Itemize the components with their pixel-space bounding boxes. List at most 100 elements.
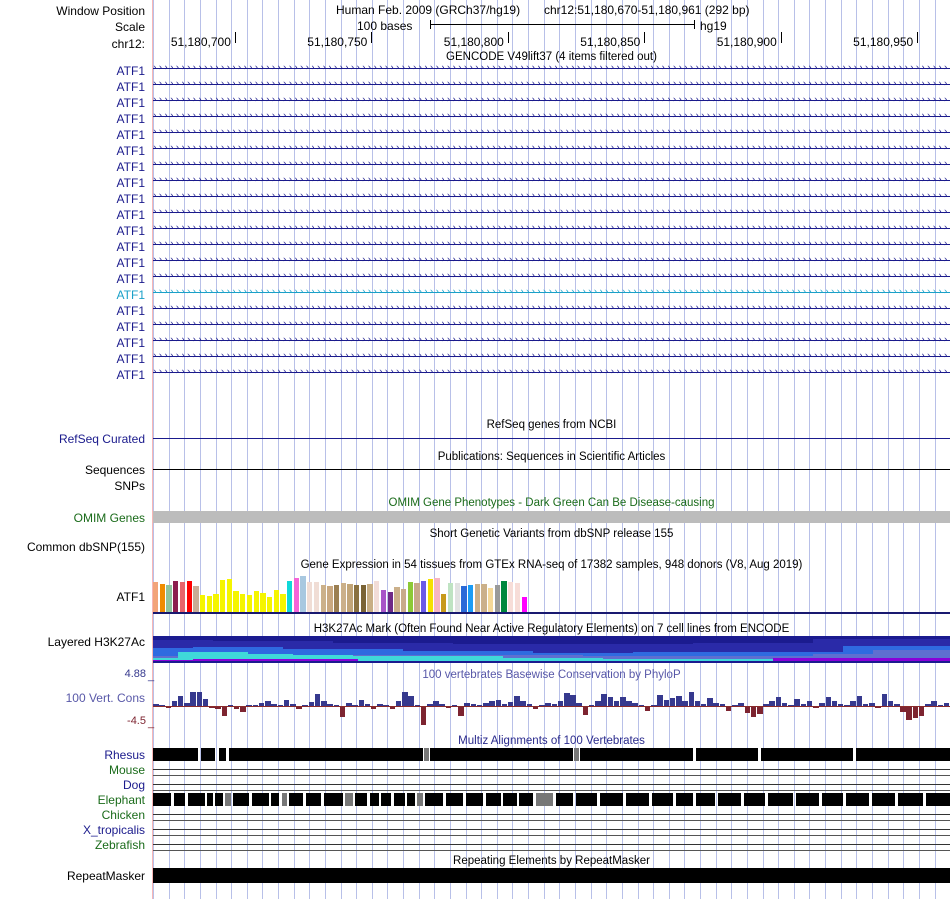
gtex-tissue-bar[interactable] bbox=[333, 585, 340, 612]
multiz-species-label[interactable]: Dog bbox=[122, 778, 145, 792]
gencode-transcript-row[interactable]: ››››››››››››››››››››››››››››››››››››››››… bbox=[153, 80, 950, 89]
gtex-tissue-bar[interactable] bbox=[159, 584, 166, 612]
multiz-species-label[interactable]: Zebrafish bbox=[94, 838, 145, 852]
conservation-signal[interactable] bbox=[153, 683, 950, 729]
gtex-tissue-bar[interactable] bbox=[173, 581, 179, 612]
gencode-gene-label[interactable]: ATF1 bbox=[116, 352, 145, 366]
gencode-gene-label[interactable]: ATF1 bbox=[116, 288, 145, 302]
gencode-transcript-row[interactable]: ››››››››››››››››››››››››››››››››››››››››… bbox=[153, 144, 950, 153]
refseq-track-label[interactable]: RefSeq Curated bbox=[58, 432, 145, 446]
multiz-species-label[interactable]: Rhesus bbox=[104, 748, 145, 762]
gtex-tissue-bar[interactable] bbox=[226, 579, 233, 612]
gtex-tissue-bar[interactable] bbox=[206, 596, 212, 612]
gtex-tissue-bar[interactable] bbox=[488, 588, 494, 612]
multiz-species-row[interactable] bbox=[153, 769, 950, 770]
gtex-tissue-bar[interactable] bbox=[186, 581, 192, 612]
gencode-transcript-row[interactable]: ››››››››››››››››››››››››››››››››››››››››… bbox=[153, 96, 950, 105]
gencode-transcript-row[interactable]: ››››››››››››››››››››››››››››››››››››››››… bbox=[153, 256, 950, 265]
gtex-tissue-bar[interactable] bbox=[501, 581, 507, 612]
multiz-species-label[interactable]: Chicken bbox=[101, 808, 145, 822]
gtex-tissue-bar[interactable] bbox=[414, 583, 420, 612]
gtex-tissue-bar[interactable] bbox=[153, 582, 159, 612]
gencode-transcript-row[interactable]: ››››››››››››››››››››››››››››››››››››››››… bbox=[153, 304, 950, 313]
gtex-tissue-bar[interactable] bbox=[441, 594, 447, 612]
gtex-tissue-bar[interactable] bbox=[260, 593, 266, 612]
gencode-transcript-row[interactable]: ››››››››››››››››››››››››››››››››››››››››… bbox=[153, 288, 950, 297]
gencode-gene-label[interactable]: ATF1 bbox=[116, 240, 145, 254]
gtex-tissue-bar[interactable] bbox=[340, 583, 346, 612]
repeatmasker-track-label[interactable]: RepeatMasker bbox=[66, 869, 145, 883]
gtex-track-label[interactable]: ATF1 bbox=[116, 590, 145, 604]
gencode-transcript-row[interactable]: ››››››››››››››››››››››››››››››››››››››››… bbox=[153, 160, 950, 169]
gencode-transcript-row[interactable]: ››››››››››››››››››››››››››››››››››››››››… bbox=[153, 224, 950, 233]
gtex-tissue-bar[interactable] bbox=[474, 584, 480, 612]
gtex-tissue-bar[interactable] bbox=[199, 595, 206, 612]
gtex-tissue-bar[interactable] bbox=[320, 585, 326, 612]
gtex-tissue-bar[interactable] bbox=[421, 581, 427, 612]
gtex-tissue-bar[interactable] bbox=[461, 586, 467, 612]
h3k27ac-track-label[interactable]: Layered H3K27Ac bbox=[47, 635, 145, 649]
gencode-gene-label[interactable]: ATF1 bbox=[116, 320, 145, 334]
gtex-tissue-bar[interactable] bbox=[213, 594, 219, 612]
gtex-expression-bars[interactable] bbox=[153, 574, 533, 612]
gencode-gene-label[interactable]: ATF1 bbox=[116, 272, 145, 286]
gencode-transcript-row[interactable]: ››››››››››››››››››››››››››››››››››››››››… bbox=[153, 64, 950, 73]
gtex-tissue-bar[interactable] bbox=[240, 594, 246, 612]
pubs-track-label-sequences[interactable]: Sequences bbox=[84, 463, 145, 477]
gencode-gene-label[interactable]: ATF1 bbox=[116, 128, 145, 142]
gtex-tissue-bar[interactable] bbox=[454, 583, 460, 612]
gencode-gene-label[interactable]: ATF1 bbox=[116, 160, 145, 174]
gencode-gene-label[interactable]: ATF1 bbox=[116, 144, 145, 158]
gtex-tissue-bar[interactable] bbox=[313, 582, 320, 612]
gtex-tissue-bar[interactable] bbox=[293, 578, 300, 612]
gtex-tissue-bar[interactable] bbox=[233, 591, 239, 612]
multiz-species-row[interactable] bbox=[153, 784, 950, 785]
gencode-gene-label[interactable]: ATF1 bbox=[116, 80, 145, 94]
gtex-tissue-bar[interactable] bbox=[327, 586, 333, 612]
multiz-species-row[interactable] bbox=[153, 829, 950, 830]
gencode-gene-label[interactable]: ATF1 bbox=[116, 192, 145, 206]
gtex-tissue-bar[interactable] bbox=[400, 589, 407, 612]
omim-track-label[interactable]: OMIM Genes bbox=[73, 511, 145, 525]
gencode-gene-label[interactable]: ATF1 bbox=[116, 208, 145, 222]
gtex-tissue-bar[interactable] bbox=[266, 597, 273, 612]
gencode-gene-label[interactable]: ATF1 bbox=[116, 112, 145, 126]
gtex-tissue-bar[interactable] bbox=[394, 587, 400, 612]
gencode-transcript-row[interactable]: ››››››››››››››››››››››››››››››››››››››››… bbox=[153, 336, 950, 345]
gtex-tissue-bar[interactable] bbox=[427, 579, 434, 612]
multiz-species-label[interactable]: Elephant bbox=[97, 793, 145, 807]
gencode-transcript-row[interactable]: ››››››››››››››››››››››››››››››››››››››››… bbox=[153, 192, 950, 201]
gtex-tissue-bar[interactable] bbox=[434, 578, 440, 612]
gencode-gene-label[interactable]: ATF1 bbox=[116, 224, 145, 238]
gencode-transcript-row[interactable]: ››››››››››››››››››››››››››››››››››››››››… bbox=[153, 352, 950, 361]
gencode-gene-label[interactable]: ATF1 bbox=[116, 256, 145, 270]
gencode-transcript-row[interactable]: ››››››››››››››››››››››››››››››››››››››››… bbox=[153, 128, 950, 137]
gtex-tissue-bar[interactable] bbox=[467, 585, 474, 612]
gencode-gene-label[interactable]: ATF1 bbox=[116, 96, 145, 110]
gtex-tissue-bar[interactable] bbox=[287, 581, 293, 612]
gtex-tissue-bar[interactable] bbox=[380, 590, 387, 612]
multiz-species-label[interactable]: X_tropicalis bbox=[82, 823, 145, 837]
gtex-tissue-bar[interactable] bbox=[273, 590, 279, 612]
gencode-transcript-row[interactable]: ››››››››››››››››››››››››››››››››››››››››… bbox=[153, 208, 950, 217]
multiz-species-row[interactable] bbox=[153, 793, 950, 806]
h3k27ac-layered-signal[interactable] bbox=[153, 634, 950, 662]
gtex-tissue-bar[interactable] bbox=[360, 585, 367, 612]
gtex-tissue-bar[interactable] bbox=[407, 582, 413, 612]
gtex-tissue-bar[interactable] bbox=[354, 585, 360, 612]
gtex-tissue-bar[interactable] bbox=[447, 583, 454, 612]
multiz-species-row[interactable] bbox=[153, 814, 950, 815]
gencode-gene-label[interactable]: ATF1 bbox=[116, 176, 145, 190]
refseq-feature-line[interactable] bbox=[153, 438, 950, 439]
gtex-tissue-bar[interactable] bbox=[300, 576, 306, 612]
gencode-transcript-row[interactable]: ››››››››››››››››››››››››››››››››››››››››… bbox=[153, 368, 950, 377]
multiz-species-label[interactable]: Mouse bbox=[108, 763, 145, 777]
gencode-transcript-row[interactable]: ››››››››››››››››››››››››››››››››››››››››… bbox=[153, 320, 950, 329]
gtex-tissue-bar[interactable] bbox=[220, 580, 226, 612]
pubs-track-label-snps[interactable]: SNPs bbox=[114, 479, 145, 493]
gencode-transcript-row[interactable]: ››››››››››››››››››››››››››››››››››››››››… bbox=[153, 176, 950, 185]
pubs-feature-line[interactable] bbox=[153, 469, 950, 470]
gtex-tissue-bar[interactable] bbox=[280, 594, 286, 612]
dbsnp-track-label[interactable]: Common dbSNP(155) bbox=[26, 540, 145, 554]
gtex-tissue-bar[interactable] bbox=[514, 583, 521, 612]
